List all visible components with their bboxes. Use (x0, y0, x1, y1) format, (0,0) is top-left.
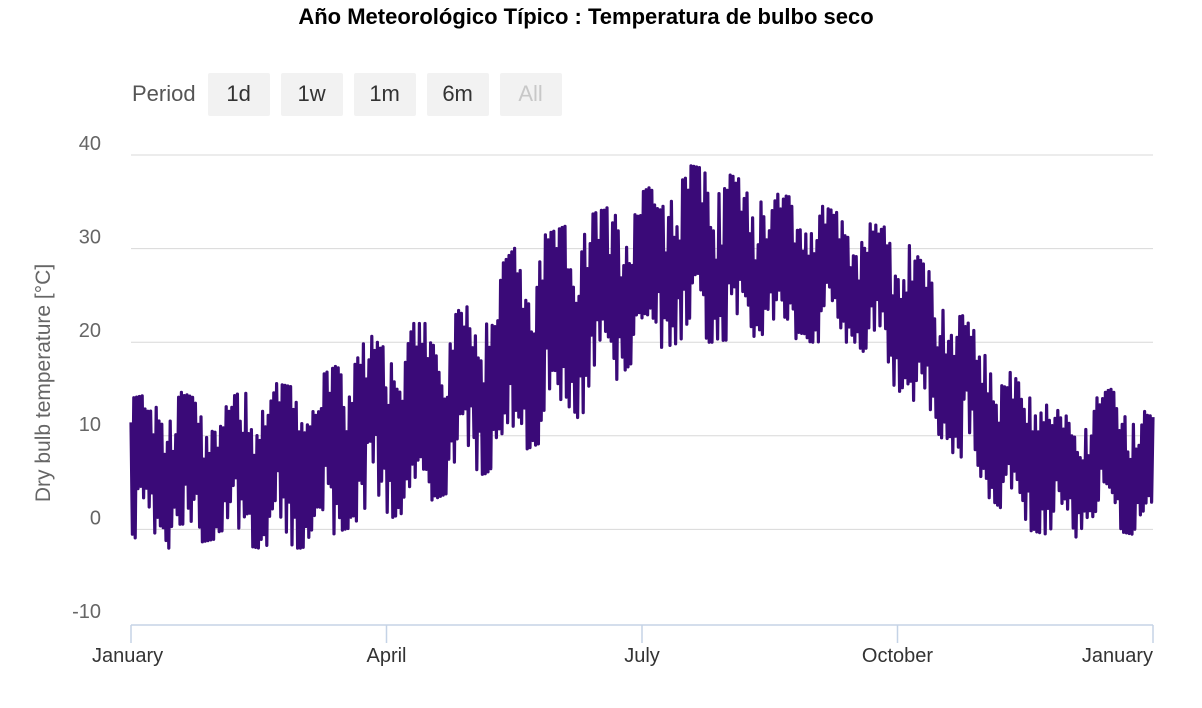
x-axis: January April July October January (92, 624, 1154, 667)
range-selector: Period 1d 1w 1m 6m All (132, 72, 573, 116)
x-tick-label: October (862, 645, 933, 667)
range-button-1w[interactable]: 1w (280, 72, 343, 116)
y-tick-label: 30 (79, 227, 101, 249)
chart-title: Año Meteorológico Típico : Temperatura d… (298, 4, 874, 29)
range-button-6m[interactable]: 6m (426, 72, 489, 116)
temperature-line (129, 164, 1155, 550)
x-tick-label: July (624, 645, 660, 667)
y-tick-label: 10 (79, 414, 101, 436)
period-label: Period (132, 81, 196, 106)
y-tick-label: 20 (79, 320, 101, 342)
range-button-1d[interactable]: 1d (207, 72, 270, 116)
series-group (129, 164, 1155, 550)
y-axis-label: Dry bulb temperature [°C] (32, 264, 55, 502)
y-tick-label: 0 (90, 507, 101, 529)
range-button-1m[interactable]: 1m (353, 72, 416, 116)
x-tick-label: April (366, 645, 406, 667)
range-button-all[interactable]: All (499, 72, 562, 116)
y-tick-label: -10 (72, 601, 101, 623)
y-tick-label: 40 (79, 133, 101, 155)
x-tick-label: January (92, 645, 163, 667)
y-axis-ticks: -10 0 10 20 30 40 (72, 133, 101, 623)
x-tick-label: January (1082, 645, 1153, 667)
